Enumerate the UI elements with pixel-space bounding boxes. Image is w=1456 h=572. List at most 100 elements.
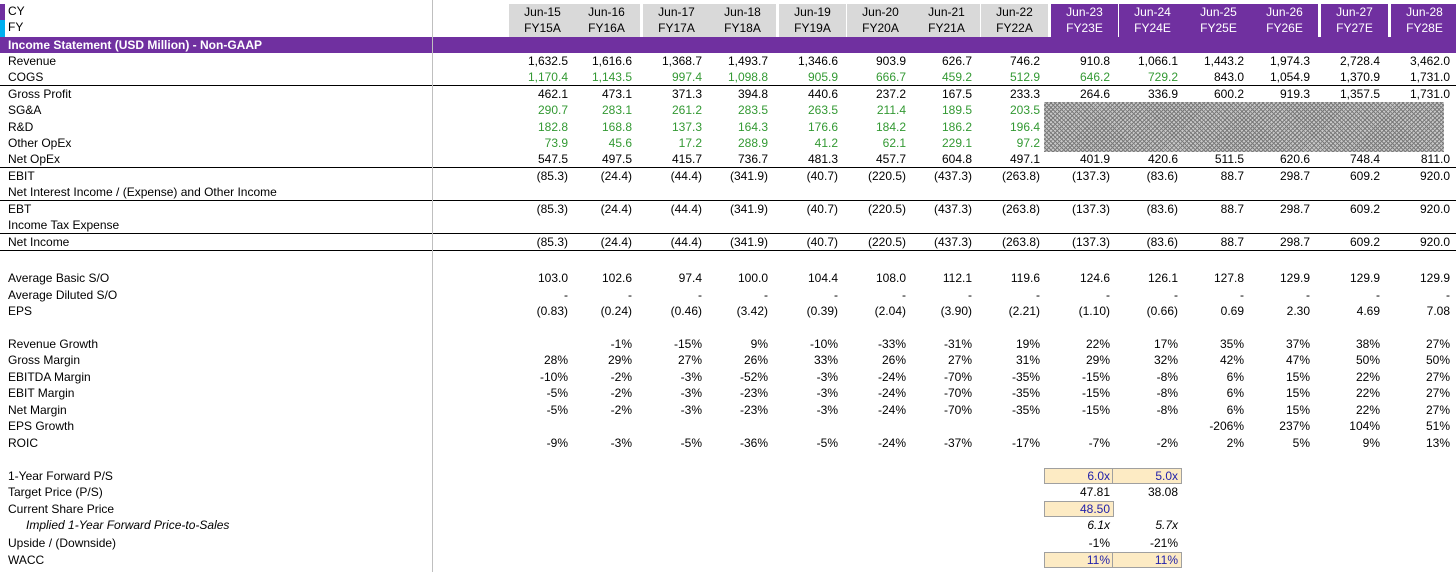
row-border (0, 85, 1456, 86)
calendar-year-label: Jun-15 (524, 5, 561, 19)
table-cell: 646.2 (1079, 70, 1110, 84)
table-cell: 29% (607, 353, 632, 367)
table-cell: 609.2 (1349, 202, 1380, 216)
table-cell: 2,728.4 (1339, 54, 1380, 68)
table-row: COGS 1,170.4 1,143.5 997.4 1,098.8 905.9 666.7… (0, 69, 1456, 85)
row-label: EBT (8, 202, 32, 216)
table-cell: -3% (680, 403, 702, 417)
row-label: Gross Profit (8, 87, 72, 101)
valuation-row: 1-Year Forward P/S 6.0x 5.0x (0, 468, 1456, 484)
cy-row-marker (0, 4, 5, 20)
input-cell[interactable] (1112, 468, 1182, 484)
row-label: Upside / (Downside) (8, 536, 117, 550)
table-cell: -15% (1081, 403, 1110, 417)
table-cell: -5% (816, 436, 838, 450)
table-cell: 1,443.2 (1203, 54, 1244, 68)
valuation-cell[interactable]: 6.0x (1087, 469, 1110, 483)
table-cell: 88.7 (1220, 202, 1244, 216)
period-header-cell: Jun-15 FY15A (509, 4, 576, 37)
table-cell: - (628, 288, 632, 302)
table-cell: -3% (816, 386, 838, 400)
table-cell: 457.7 (875, 152, 906, 166)
calendar-year-label: Jun-22 (996, 5, 1033, 19)
row-label: Other OpEx (8, 136, 72, 150)
table-cell: 283.5 (737, 103, 768, 117)
fiscal-year-label: FY19A (794, 21, 831, 35)
row-label: EPS Growth (8, 419, 75, 433)
table-row: EBIT (85.3) (24.4) (44.4) (341.9) (40.7) (220.… (0, 168, 1456, 184)
table-cell: 729.2 (1147, 70, 1178, 84)
table-row: EPS (0.83) (0.24) (0.46) (3.42) (0.39) (2.04) (… (0, 303, 1456, 319)
table-cell: (341.9) (729, 169, 768, 183)
row-border (0, 250, 1456, 251)
table-cell: (437.3) (933, 169, 972, 183)
table-cell: 28% (543, 353, 568, 367)
table-row: EPS Growth -206% 237% 104% 51% (0, 418, 1456, 434)
table-cell: 512.9 (1009, 70, 1040, 84)
table-cell: - (1240, 288, 1244, 302)
valuation-cell[interactable]: 5.0x (1155, 469, 1178, 483)
table-cell: 104.4 (807, 271, 838, 285)
table-cell: (24.4) (600, 169, 632, 183)
table-cell: 22% (1355, 386, 1380, 400)
table-cell: 547.5 (537, 152, 568, 166)
table-cell: -23% (739, 386, 768, 400)
table-cell: (137.3) (1071, 202, 1110, 216)
valuation-cell[interactable]: 11% (1154, 553, 1178, 567)
table-cell: 7.08 (1426, 304, 1450, 318)
table-cell: 920.0 (1419, 235, 1450, 249)
table-cell: - (1174, 288, 1178, 302)
table-cell: 4.69 (1356, 304, 1380, 318)
table-cell: 459.2 (941, 70, 972, 84)
table-cell: -33% (877, 337, 906, 351)
table-cell: 0.69 (1220, 304, 1244, 318)
table-cell: 112.1 (942, 271, 972, 285)
table-cell: 47% (1285, 353, 1310, 367)
calendar-year-label: Jun-20 (862, 5, 899, 19)
row-label: Implied 1-Year Forward Price-to-Sales (26, 518, 230, 532)
table-cell: 50% (1355, 353, 1380, 367)
table-cell: 27% (947, 353, 972, 367)
table-cell: 137.3 (671, 120, 702, 134)
period-header-cell: Jun-23 FY23E (1051, 4, 1118, 37)
table-cell: 1,143.5 (591, 70, 632, 84)
calendar-year-label: Jun-21 (928, 5, 965, 19)
table-cell: 604.8 (941, 152, 972, 166)
calendar-year-label: Jun-26 (1266, 5, 1303, 19)
table-cell: 298.7 (1279, 169, 1310, 183)
table-cell: 41.2 (814, 136, 838, 150)
valuation-cell[interactable]: 48.50 (1079, 502, 1110, 516)
table-cell: 51% (1425, 419, 1450, 433)
table-cell: (0.66) (1146, 304, 1178, 318)
table-cell: 237% (1279, 419, 1310, 433)
table-cell: 31% (1015, 353, 1040, 367)
table-cell: 415.7 (671, 152, 702, 166)
table-cell: -35% (1011, 370, 1040, 384)
table-cell: 609.2 (1349, 169, 1380, 183)
row-label: Net Interest Income / (Expense) and Othe… (8, 185, 277, 199)
table-cell: -3% (610, 436, 632, 450)
table-cell: 919.3 (1279, 87, 1310, 101)
table-cell: 15% (1285, 386, 1310, 400)
table-cell: 62.1 (882, 136, 906, 150)
table-cell: (0.83) (536, 304, 568, 318)
table-cell: 263.5 (807, 103, 838, 117)
table-cell: (40.7) (806, 235, 838, 249)
input-cell[interactable] (1112, 552, 1182, 568)
input-cell[interactable] (1044, 501, 1114, 517)
fiscal-year-label: FY25E (1200, 21, 1237, 35)
valuation-cell[interactable]: 11% (1086, 553, 1110, 567)
table-cell: 13% (1425, 436, 1450, 450)
calendar-year-label: Jun-19 (794, 5, 831, 19)
valuation-cell: 6.1x (1087, 518, 1110, 532)
table-cell: -7% (1088, 436, 1110, 450)
table-cell: 1,370.9 (1339, 70, 1380, 84)
fiscal-year-label: FY23E (1066, 21, 1103, 35)
table-row: Revenue Growth -1% -15% 9% -10% -33% -31% 19% 22… (0, 336, 1456, 352)
table-cell: 237.2 (875, 87, 906, 101)
table-cell: (85.3) (536, 235, 568, 249)
table-cell: 843.0 (1213, 70, 1244, 84)
table-cell: -8% (1156, 370, 1178, 384)
table-cell: -70% (943, 370, 972, 384)
